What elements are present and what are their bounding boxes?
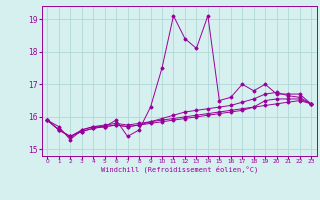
X-axis label: Windchill (Refroidissement éolien,°C): Windchill (Refroidissement éolien,°C) <box>100 166 258 173</box>
